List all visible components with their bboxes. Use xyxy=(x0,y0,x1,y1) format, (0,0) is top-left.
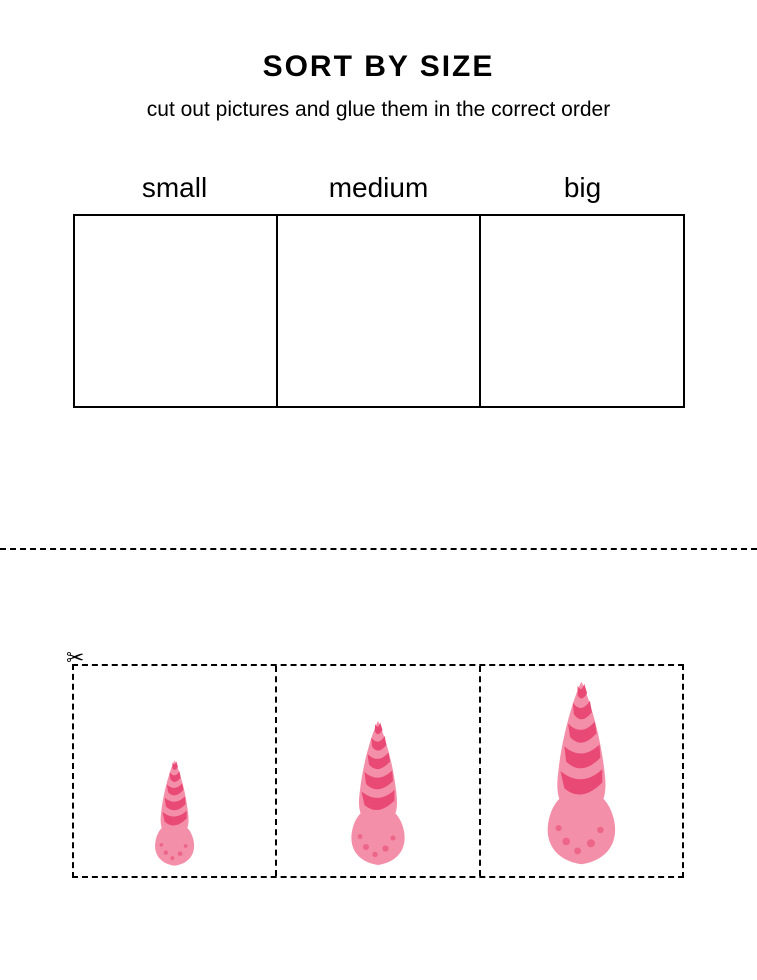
cut-grid xyxy=(72,664,684,878)
cut-cell-2[interactable] xyxy=(277,666,480,876)
unicorn-horn-small xyxy=(146,758,203,868)
cut-cell-1[interactable] xyxy=(74,666,277,876)
cut-section: ✂ xyxy=(72,645,684,878)
sort-cell-medium[interactable] xyxy=(278,216,481,406)
page-subtitle: cut out pictures and glue them in the co… xyxy=(50,98,707,122)
label-big: big xyxy=(481,172,685,204)
dashed-divider xyxy=(0,548,757,550)
sort-cell-small[interactable] xyxy=(75,216,278,406)
unicorn-horn-big xyxy=(532,678,631,868)
label-small: small xyxy=(73,172,277,204)
size-labels-row: small medium big xyxy=(73,172,685,204)
cut-cell-3[interactable] xyxy=(481,666,682,876)
page-title: SORT BY SIZE xyxy=(50,50,707,84)
sort-grid xyxy=(73,214,685,408)
label-medium: medium xyxy=(277,172,481,204)
unicorn-horn-medium xyxy=(339,718,417,868)
sort-cell-big[interactable] xyxy=(481,216,682,406)
